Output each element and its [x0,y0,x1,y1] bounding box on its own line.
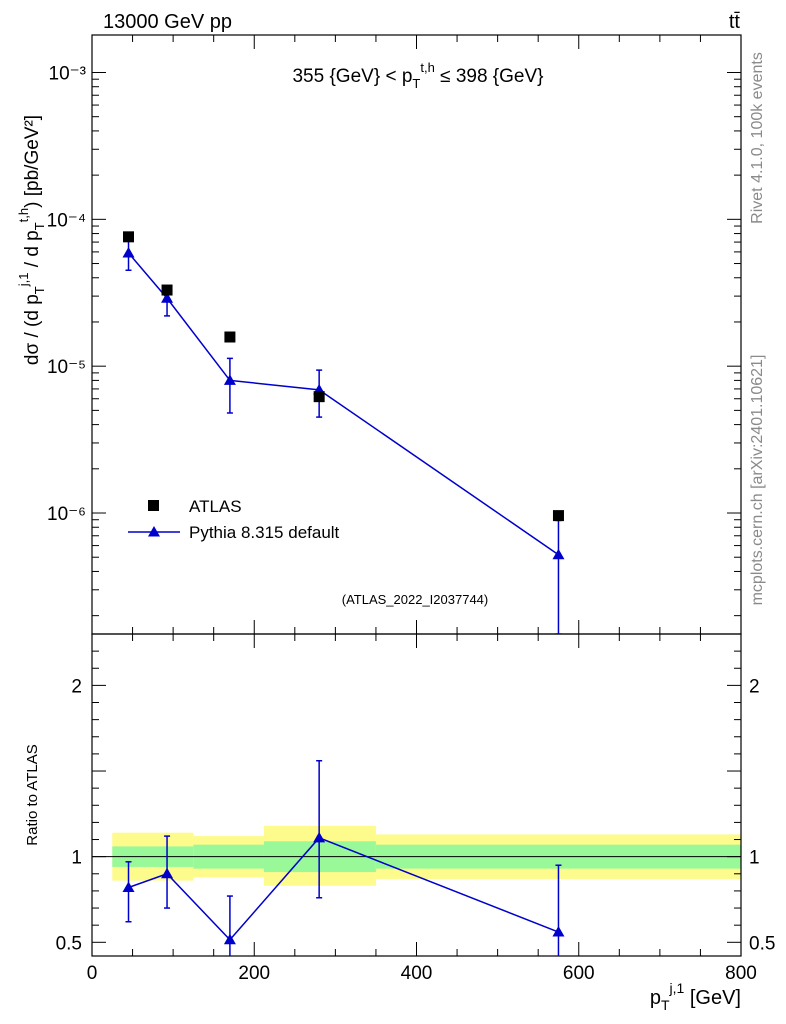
main-y-axis-label: dσ / (d pT​j,1​ / d pT​t,h​) [pb/GeV²] [16,115,47,365]
ratio-marker [552,926,565,937]
data-series [123,231,564,522]
x-tick-label: 800 [725,963,757,984]
main-panel-frame [91,34,742,635]
ratio-panel-frame [91,633,742,957]
atlas-data-point [224,331,236,343]
legend-atlas-marker [148,500,159,511]
atlas-data-point [313,391,325,403]
x-tick-label: 400 [401,963,433,984]
ratio-y-tick-label-right: 1 [749,848,760,869]
main-y-tick-label: 10⁻⁴ [47,210,86,231]
ratio-uncertainty-bands [92,825,741,886]
ratio-y-tick-label: 2 [71,676,82,697]
mc-marker [223,374,236,385]
main-y-tick-label: 10⁻³ [49,63,87,84]
mc-ratio [122,759,565,956]
legend-mc-label: Pythia 8.315 default [189,523,340,542]
legend: ATLAS Pythia 8.315 default [128,497,340,542]
mc-marker [552,548,565,560]
atlas-data-point [552,510,564,522]
ratio-marker [223,933,236,945]
plot-frames [91,34,742,957]
x-tick-label: 200 [238,963,270,984]
ratio-marker [122,881,135,892]
ratio-y-tick-label-right: 2 [749,676,760,697]
ratio-marker [161,867,174,879]
analysis-watermark: (ATLAS_2022_I2037744) [342,592,488,607]
ratio-y-tick-label: 0.5 [56,933,82,954]
source-reference: mcplots.cern.ch [arXiv:2401.10621] [749,355,766,606]
legend-mc-marker [148,526,160,537]
main-y-tick-label: 10⁻⁶ [47,504,86,525]
legend-atlas-label: ATLAS [189,497,242,516]
mc-marker [161,292,174,303]
header-channel: tt̄ [729,11,741,33]
panel-title: 355 {GeV} < pT​t,h​ ≤ 398 {GeV} [292,60,543,91]
rivet-version: Rivet 4.1.0, 100k events [749,52,766,224]
tick-labels: 0 200 400 600 800 10⁻⁶ 10⁻⁵ 10⁻⁴ 10⁻³ 0.5 0.5 1 1 2 2 [47,63,776,984]
ratio-y-tick-label: 1 [71,848,82,869]
x-axis-label: pT​j,1​ [GeV] [650,980,741,1013]
axis-ticks [91,35,742,956]
atlas-data-point [161,284,173,296]
atlas-data-point [123,231,135,243]
mc-marker [122,246,135,258]
header-process: 13000 GeV pp [103,11,232,33]
main-y-tick-label: 10⁻⁵ [47,357,86,378]
ratio-marker [313,831,326,843]
mc-main [122,239,565,634]
x-tick-label: 600 [563,963,595,984]
x-tick-label: 0 [87,963,98,984]
ratio-y-axis-label: Ratio to ATLAS [24,744,41,845]
ratio-y-tick-label-right: 0.5 [749,933,775,954]
